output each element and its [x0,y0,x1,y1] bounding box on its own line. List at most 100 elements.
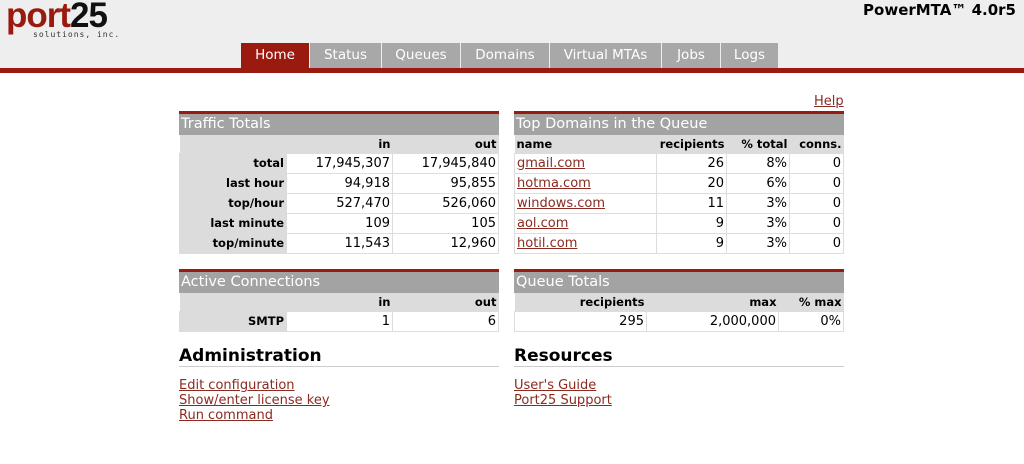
header-divider [0,68,1024,73]
col-header: in [286,135,393,153]
port25-logo: port25 solutions, inc. [6,0,126,42]
cell: 94,918 [286,172,393,194]
col-header: name [514,135,657,153]
nav-tabs: Home Status Queues Domains Virtual MTAs … [241,43,779,68]
table-row: top/hour 527,470 526,060 [179,192,499,214]
col-header: recipients [514,293,647,311]
domains-table: name recipients% total conns. gmail.com 26 8… [514,135,844,254]
cell: 26 [656,152,727,174]
cell: 9 [656,232,727,254]
cell: 11 [656,192,727,214]
cell: 0 [789,212,844,234]
section-heading: Administration [179,346,499,367]
cell: 3% [726,212,790,234]
cell: 8% [726,152,790,174]
panel-title: Active Connections [179,272,499,293]
cell: 95,855 [392,172,499,194]
cell: 0 [789,192,844,214]
cell: 9 [656,212,727,234]
logo-subtitle: solutions, inc. [33,30,121,39]
traffic-totals-panel: Traffic Totals in out total 17,945,307 17,9… [179,111,499,254]
domain-link[interactable]: aol.com [517,215,569,231]
cell: 3% [726,192,790,214]
table-row: total 17,945,307 17,945,840 [179,152,499,174]
section-heading: Resources [514,346,844,367]
table-row: windows.com 11 3% 0 [514,192,844,214]
col-header: % max [778,293,844,311]
table-row: hotil.com 9 3% 0 [514,232,844,254]
cell: 105 [392,212,499,234]
cell: 17,945,840 [392,152,499,174]
domain-link[interactable]: windows.com [517,195,605,211]
cell: 3% [726,232,790,254]
traffic-table: in out total 17,945,307 17,945,840 last hou… [179,135,499,254]
panel-title: Top Domains in the Queue [514,114,844,135]
table-row: last minute 109 105 [179,212,499,234]
queue-totals-panel: Queue Totals recipients max% max 295 2,000… [514,269,844,332]
col-header: in [286,293,393,311]
cell: 12,960 [392,232,499,254]
table-row: hotma.com 20 6% 0 [514,172,844,194]
cell: 0 [789,172,844,194]
panel-title: Queue Totals [514,272,844,293]
cell: 6 [392,310,499,332]
cell: 0% [778,310,844,332]
cell: 109 [286,212,393,234]
administration-section: Administration Edit configuration Show/e… [179,346,499,423]
tab-queues[interactable]: Queues [382,43,460,68]
active-connections-panel: Active Connections in out SMTP 1 6 [179,269,499,332]
header: port25 solutions, inc. PowerMTA™ 4.0r5 H… [0,0,1024,68]
cell: 1 [286,310,393,332]
license-key-link[interactable]: Show/enter license key [179,393,330,408]
table-row: last hour 94,918 95,855 [179,172,499,194]
help-link[interactable]: Help [814,94,844,109]
cell: 20 [656,172,727,194]
col-header: max [646,293,779,311]
row-label: total [179,152,287,174]
resources-section: Resources User's Guide Port25 Support [514,346,844,408]
panel-title: Traffic Totals [179,114,499,135]
domain-link[interactable]: gmail.com [517,155,586,171]
header-blank [179,135,287,153]
domain-link[interactable]: hotil.com [517,235,578,251]
col-header: % total [726,135,790,153]
table-row: 295 2,000,000 0% [514,310,844,332]
row-label: last minute [179,212,287,234]
row-label: top/minute [179,232,287,254]
row-label: last hour [179,172,287,194]
row-label: top/hour [179,192,287,214]
users-guide-link[interactable]: User's Guide [514,378,597,393]
col-header: out [392,293,499,311]
cell: 0 [789,232,844,254]
header-blank [179,293,287,311]
tab-logs[interactable]: Logs [721,43,778,68]
table-row: top/minute 11,543 12,960 [179,232,499,254]
queue-table: recipients max% max 295 2,000,000 0% [514,293,844,332]
connections-table: in out SMTP 1 6 [179,293,499,332]
tab-domains[interactable]: Domains [461,43,549,68]
cell: 11,543 [286,232,393,254]
port25-support-link[interactable]: Port25 Support [514,393,612,408]
domain-link[interactable]: hotma.com [517,175,591,191]
col-header: recipients [656,135,727,153]
table-row: gmail.com 26 8% 0 [514,152,844,174]
cell: 6% [726,172,790,194]
tab-jobs[interactable]: Jobs [662,43,720,68]
run-command-link[interactable]: Run command [179,408,273,423]
cell: 295 [514,310,647,332]
cell: 526,060 [392,192,499,214]
logo-text: port [6,0,71,35]
col-header: out [392,135,499,153]
top-domains-panel: Top Domains in the Queue name recipients%… [514,111,844,254]
cell: 17,945,307 [286,152,393,174]
tab-status[interactable]: Status [310,43,381,68]
cell: 527,470 [286,192,393,214]
tab-virtual-mtas[interactable]: Virtual MTAs [550,43,661,68]
edit-configuration-link[interactable]: Edit configuration [179,378,295,393]
tab-home[interactable]: Home [241,43,309,68]
table-row: aol.com 9 3% 0 [514,212,844,234]
table-row: SMTP 1 6 [179,310,499,332]
logo-number: 25 [70,0,108,35]
row-label: SMTP [179,310,287,332]
product-title: PowerMTA™ 4.0r5 [863,1,1016,19]
